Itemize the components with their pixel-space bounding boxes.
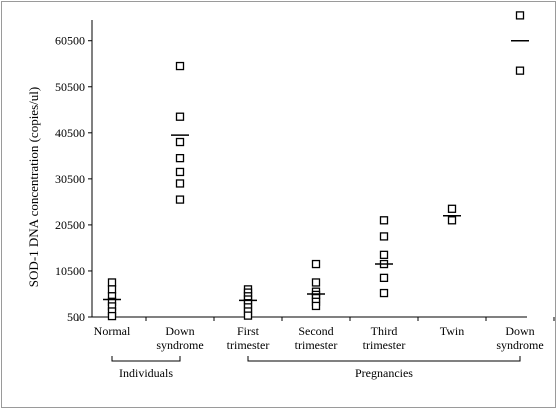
group-bracket (111, 356, 181, 362)
category-label: Second trimester (295, 324, 338, 352)
data-point (243, 311, 253, 320)
group-label: Individuals (119, 366, 173, 380)
data-point (515, 66, 525, 75)
y-tick-label: 40500 (55, 126, 85, 140)
y-tick-label: 10500 (55, 264, 85, 278)
y-tick-label: 30500 (55, 172, 85, 186)
category-label: Twin (440, 324, 465, 338)
data-point (379, 250, 389, 259)
category-label: Down syndrome (156, 324, 203, 352)
data-point (379, 273, 389, 283)
data-point (175, 179, 185, 188)
data-marks (103, 11, 529, 321)
category-label: Third trimester (363, 324, 406, 352)
axes (77, 20, 555, 321)
data-point (107, 285, 117, 294)
category-label: Normal (94, 324, 131, 338)
data-point (379, 216, 389, 225)
data-point (175, 153, 185, 163)
data-point (311, 301, 321, 311)
category-labels: Normal Down syndrome First trimester Second tr… (94, 324, 544, 352)
category-label: Down syndrome (496, 324, 543, 352)
data-point (175, 112, 185, 121)
data-point (379, 288, 389, 298)
y-axis-label: SOD-1 DNA concentration (copies/ul) (26, 87, 41, 287)
y-ticks: 500 10500 20500 30500 40500 50500 60500 (55, 34, 92, 324)
data-point (447, 216, 457, 225)
data-point (447, 204, 457, 213)
data-point (311, 259, 321, 269)
data-point (107, 311, 117, 321)
y-tick-label: 50500 (55, 80, 85, 94)
data-point (379, 232, 389, 241)
data-point (107, 278, 117, 287)
data-point (175, 137, 185, 147)
data-point (515, 11, 525, 20)
y-tick-label: 500 (67, 310, 85, 324)
y-tick-label: 60500 (55, 34, 85, 48)
category-label: First trimester (227, 324, 270, 352)
data-point (175, 61, 185, 71)
data-point (311, 278, 321, 287)
data-point (175, 167, 185, 177)
group-label: Pregnancies (355, 366, 413, 380)
group-bracket (247, 356, 521, 362)
y-tick-label: 20500 (55, 218, 85, 232)
group-brackets: Individuals Pregnancies (111, 356, 521, 380)
data-point (175, 195, 185, 204)
